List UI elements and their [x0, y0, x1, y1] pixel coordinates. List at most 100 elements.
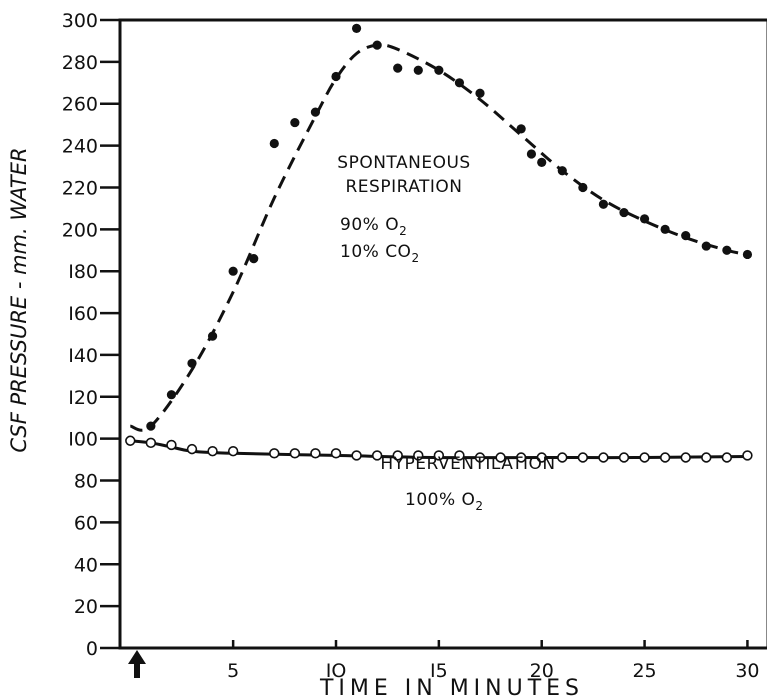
data-point [516, 124, 526, 134]
x-axis: 5 IO I5 20 25 30 [227, 640, 760, 682]
data-point [557, 452, 568, 463]
gas-label: 90% O [340, 215, 399, 235]
data-point [269, 138, 279, 149]
data-point [187, 358, 197, 368]
data-point [742, 450, 753, 461]
data-point [413, 450, 424, 461]
data-point [393, 63, 403, 73]
data-point [721, 452, 733, 463]
data-point [372, 40, 382, 50]
data-point [228, 266, 238, 276]
y-tick-label: 20 [74, 596, 98, 618]
data-point [392, 450, 403, 461]
data-point [125, 435, 136, 446]
y-tick-label: 40 [74, 554, 98, 576]
x-tick-label: 20 [530, 660, 554, 682]
y-tick-label: 0 [86, 638, 98, 660]
data-point [330, 448, 342, 459]
data-point [207, 331, 218, 341]
data-point [310, 107, 321, 117]
data-point [351, 450, 362, 461]
annotation-hyper-gas-o2: 100% O2 [405, 490, 484, 513]
y-tick-label: 200 [62, 219, 98, 241]
data-point [495, 452, 506, 463]
data-point [681, 231, 691, 241]
data-point [227, 446, 239, 457]
data-point [701, 241, 711, 251]
data-point [331, 71, 341, 82]
annotation-spontaneous: SPONTANEOUS [337, 153, 470, 173]
data-point [289, 448, 301, 459]
y-tick-label: 220 [62, 177, 98, 199]
data-point [166, 439, 177, 451]
gas-subscript: 2 [399, 224, 407, 238]
y-tick-label: I60 [68, 303, 98, 325]
gas-label: 100% O [405, 490, 475, 510]
x-tick-label: 30 [735, 660, 759, 682]
data-point [536, 452, 547, 463]
data-point [186, 443, 198, 455]
y-tick-label: I40 [68, 345, 98, 367]
data-point [371, 450, 383, 461]
y-tick-label: 260 [62, 94, 98, 116]
data-point [434, 65, 444, 75]
data-point [166, 390, 177, 400]
x-tick-label: I5 [430, 660, 448, 682]
y-tick-label: 280 [62, 52, 98, 74]
data-point [537, 157, 547, 167]
data-point [577, 452, 589, 463]
y-axis: 0 20 40 60 80 I00 I20 I40 I60 I80 200 220 240 260 280 3… [62, 10, 120, 660]
data-point [722, 245, 732, 255]
y-tick-label: I20 [68, 387, 98, 409]
gas-subscript: 2 [475, 499, 483, 513]
data-point [515, 452, 527, 463]
data-point [639, 452, 650, 463]
y-axis-title: CSF PRESSURE - mm. WATER [7, 147, 31, 452]
gas-subscript: 2 [411, 251, 419, 265]
gas-label: 10% CO [340, 242, 411, 262]
spontaneous-points [146, 23, 753, 431]
x-tick-label: 25 [632, 660, 656, 682]
data-point [618, 452, 630, 463]
y-tick-label: 80 [74, 471, 98, 493]
y-tick-label: I80 [68, 261, 98, 283]
data-point [351, 23, 362, 33]
data-point [680, 452, 691, 463]
data-point [290, 117, 300, 128]
data-point [207, 446, 218, 457]
data-point [146, 421, 156, 431]
data-point [619, 207, 629, 218]
annotation-respiration: RESPIRATION [345, 177, 462, 197]
data-point [701, 452, 712, 463]
data-point [578, 182, 588, 193]
data-point [433, 450, 445, 461]
data-point [659, 452, 671, 463]
data-point [454, 450, 465, 461]
y-tick-label: 300 [62, 10, 98, 32]
hyperventilation-points [125, 435, 753, 463]
data-point [557, 166, 567, 176]
data-point [660, 224, 670, 234]
data-point [413, 65, 423, 75]
y-tick-label: 60 [74, 512, 98, 534]
data-point [475, 88, 485, 98]
data-point [598, 452, 609, 463]
data-point [474, 452, 486, 463]
annotation-spont-gas-co2: 10% CO2 [340, 242, 420, 265]
data-point [454, 78, 465, 88]
data-point [639, 214, 650, 224]
data-point [249, 254, 259, 264]
plot-frame [118, 18, 767, 650]
data-point [310, 448, 321, 459]
x-tick-label: IO [326, 660, 347, 682]
data-point [269, 448, 280, 459]
spontaneous-fit-curve [129, 43, 748, 432]
x-axis-title: TIME IN MINUTES [319, 676, 584, 698]
x-tick-label: 5 [227, 660, 239, 682]
annotation-hyperventilation: HYPERVENTILATION [380, 454, 555, 474]
annotation-spont-gas-o2: 90% O2 [340, 215, 407, 238]
data-point [742, 249, 753, 260]
y-tick-label: 240 [62, 136, 98, 158]
data-point [145, 437, 157, 449]
